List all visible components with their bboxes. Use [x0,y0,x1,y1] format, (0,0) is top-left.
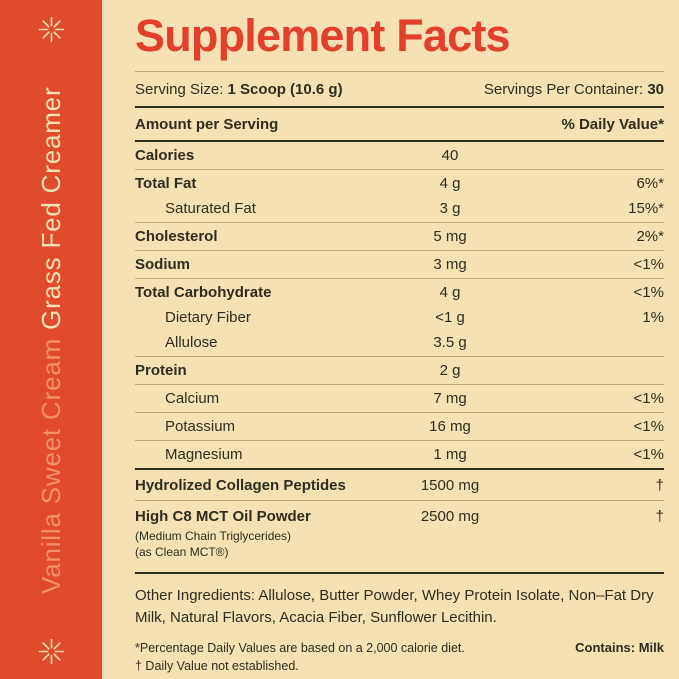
nutrient-amount: 5 mg [433,228,467,246]
row-sodium: Sodium 3 mg <1% [135,250,664,278]
row-dietary-fiber: Dietary Fiber <1 g 1% [135,306,664,331]
nutrient-amount: 40 [441,147,459,165]
facts-panel: Supplement Facts Serving Size: 1 Scoop (… [102,0,679,679]
row-hydrolized-collagen-peptides: Hydrolized Collagen Peptides 1500 mg † [135,468,664,500]
nutrient-name: Allulose [165,334,218,352]
nutrient-amount: 3 mg [433,256,467,274]
column-header-row: Amount per Serving % Daily Value* [135,108,664,143]
nutrient-name: Total Fat [135,175,197,193]
row-calcium: Calcium 7 mg <1% [135,384,664,412]
daily-value-header: % Daily Value* [561,116,664,134]
nutrient-name: Saturated Fat [165,200,256,218]
nutrient-amount: 16 mg [429,418,471,436]
nutrient-dv: <1% [633,390,664,408]
row-total-fat: Total Fat 4 g 6%* [135,169,664,197]
page-title: Supplement Facts [135,10,511,61]
row-magnesium: Magnesium 1 mg <1% [135,440,664,468]
nutrient-name: Protein [135,362,187,380]
nutrient-name-block: High C8 MCT Oil Powder (Medium Chain Tri… [135,508,385,560]
footnotes: *Percentage Daily Values are based on a … [135,639,465,675]
nutrient-name: Total Carbohydrate [135,284,272,302]
nutrient-dv: <1% [633,284,664,302]
row-calories: Calories 40 [135,142,664,169]
serving-size-value: 1 Scoop (10.6 g) [227,81,343,99]
nutrient-name: Calories [135,147,195,165]
sidebar-band: Vanilla Sweet Cream Grass Fed Creamer [0,0,102,679]
nutrient-name: Cholesterol [135,228,218,246]
nutrient-name: Dietary Fiber [165,309,251,327]
flavor-text: Vanilla Sweet Cream [36,338,66,595]
row-protein: Protein 2 g [135,356,664,384]
row-potassium: Potassium 16 mg <1% [135,412,664,440]
nutrient-dv: 2%* [636,228,664,246]
nutrient-amount: 3.5 g [433,334,467,352]
row-cholesterol: Cholesterol 5 mg 2%* [135,222,664,250]
serving-size-label: Serving Size: [135,81,224,99]
row-allulose: Allulose 3.5 g [135,331,664,356]
servings-per-container-label: Servings Per Container: [483,81,644,99]
servings-per-container-value: 30 [647,81,664,99]
nutrient-amount: 2500 mg [420,508,480,526]
nutrient-amount: <1 g [435,309,465,327]
nutrient-amount: 7 mg [433,390,467,408]
servings-per-container: Servings Per Container: 30 [484,81,664,98]
nutrient-dv: <1% [633,256,664,274]
nutrient-name: Hydrolized Collagen Peptides [135,477,346,495]
amount-header: Amount per Serving [135,116,279,134]
serving-row: Serving Size: 1 Scoop (10.6 g) Servings … [135,71,664,109]
nutrient-dv: † [655,477,664,495]
nutrient-amount: 1 mg [433,446,467,464]
asterisk-star-bottom-icon [38,638,64,665]
row-total-carbohydrate: Total Carbohydrate 4 g <1% [135,278,664,306]
nutrient-subnote-1: (Medium Chain Triglycerides) [135,529,292,544]
footnote-daily-value: *Percentage Daily Values are based on a … [135,640,465,655]
nutrient-amount: 4 g [439,175,461,193]
row-saturated-fat: Saturated Fat 3 g 15%* [135,197,664,222]
nutrient-name: High C8 MCT Oil Powder [135,508,311,526]
nutrient-name: Magnesium [165,446,243,464]
product-text: Grass Fed Creamer [36,86,66,331]
nutrient-dv: <1% [633,446,664,464]
row-high-c8-mct-oil-powder: High C8 MCT Oil Powder (Medium Chain Tri… [135,500,664,566]
footnote-dagger: † Daily Value not established. [135,658,299,673]
serving-size: Serving Size: 1 Scoop (10.6 g) [135,81,343,98]
other-ingredients-text: Other Ingredients: Allulose, Butter Powd… [135,571,664,630]
nutrient-subnote-2: (as Clean MCT®) [135,545,229,560]
nutrient-amount: 2 g [439,362,461,380]
asterisk-star-top-icon [38,16,64,43]
vertical-product-name: Vanilla Sweet Cream Grass Fed Creamer [36,49,66,632]
nutrient-dv: 1% [642,309,664,327]
nutrient-dv: <1% [633,418,664,436]
nutrient-amount: 3 g [439,200,461,218]
nutrient-name: Potassium [165,418,236,436]
nutrient-amount: 4 g [439,284,461,302]
nutrient-name: Sodium [135,256,190,274]
nutrient-name: Calcium [165,390,220,408]
footnotes-row: *Percentage Daily Values are based on a … [135,639,664,675]
contains-milk-badge: Contains: Milk [575,639,664,655]
nutrient-dv: † [655,508,664,526]
nutrient-amount: 1500 mg [420,477,480,495]
nutrient-dv: 15%* [628,200,664,218]
nutrient-dv: 6%* [636,175,664,193]
